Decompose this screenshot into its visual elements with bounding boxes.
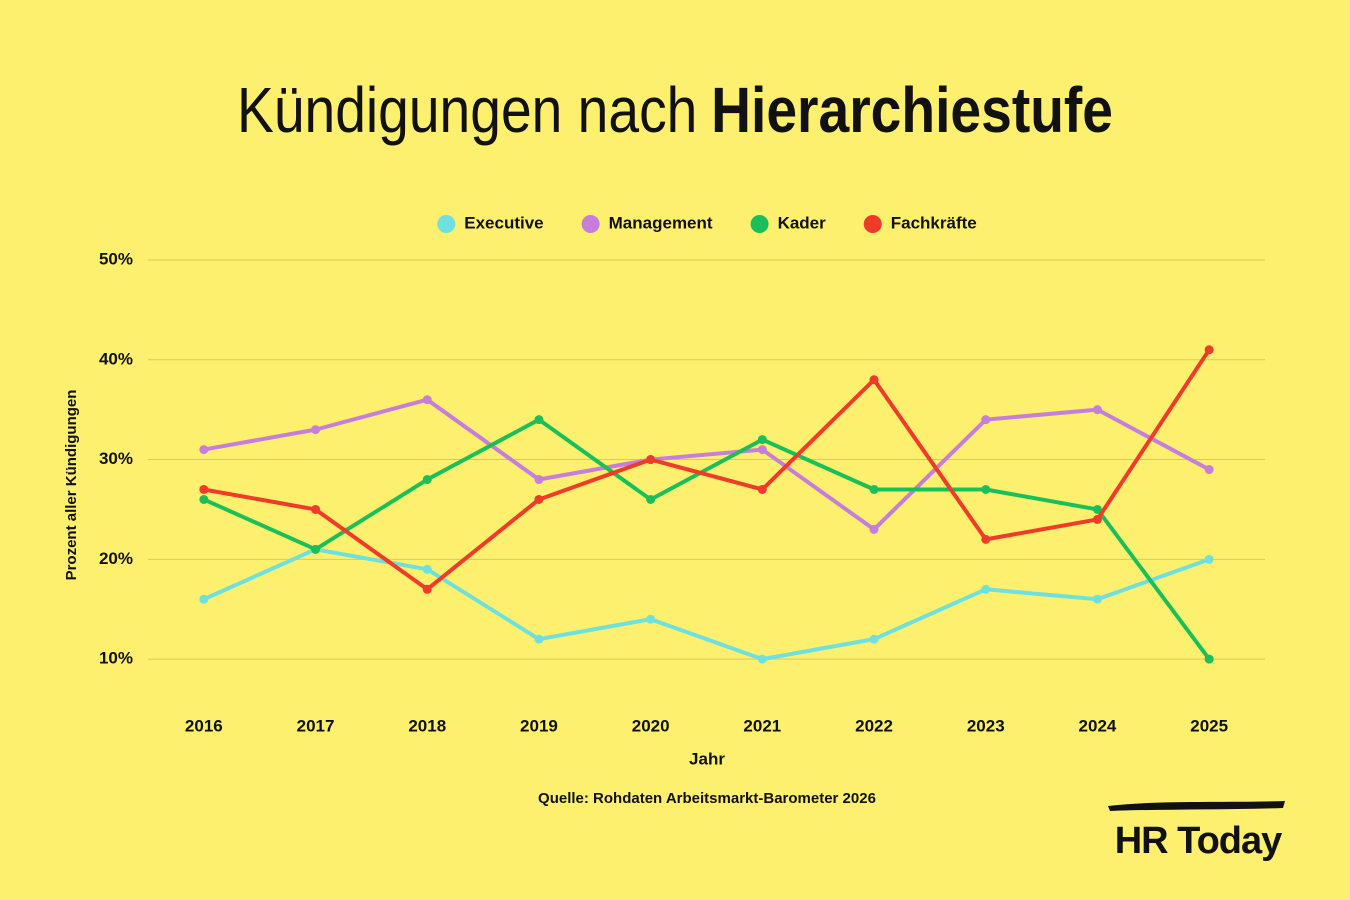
y-tick-label: 30% xyxy=(99,449,133,468)
legend-label: Management xyxy=(609,213,713,232)
legend-marker xyxy=(750,215,769,233)
point xyxy=(199,494,209,504)
legend-marker xyxy=(863,215,882,233)
point xyxy=(869,524,879,534)
x-tick-label: 2018 xyxy=(408,716,446,735)
y-axis-label: Prozent aller Kündigungen xyxy=(63,390,80,581)
legend-marker xyxy=(437,215,456,233)
series-line xyxy=(203,547,1210,662)
x-tick-label: 2022 xyxy=(855,716,893,735)
chart-title: Kündigungen nachHierarchiestufe xyxy=(237,74,1113,146)
point xyxy=(1092,504,1102,514)
point xyxy=(422,395,432,405)
point xyxy=(534,494,544,504)
point xyxy=(869,375,879,385)
point xyxy=(422,564,432,574)
point xyxy=(869,634,879,644)
point xyxy=(311,544,321,554)
x-tick-label: 2019 xyxy=(520,716,558,735)
point xyxy=(869,484,879,494)
y-tick-label: 40% xyxy=(99,349,133,368)
title-bold: Hierarchiestufe xyxy=(711,74,1113,146)
x-tick-label: 2017 xyxy=(297,716,335,735)
point xyxy=(199,445,209,455)
point xyxy=(1204,465,1214,475)
point xyxy=(199,594,209,604)
point xyxy=(534,475,544,485)
point xyxy=(646,494,656,504)
point xyxy=(757,484,767,494)
source: Quelle: Rohdaten Arbeitsmarkt-Barometer … xyxy=(538,790,876,807)
point xyxy=(422,475,432,485)
point xyxy=(646,614,656,624)
legend-marker xyxy=(581,215,600,233)
x-tick-label: 2020 xyxy=(632,716,670,735)
x-tick-label: 2024 xyxy=(1079,716,1117,735)
plot: 10% 20% 30% 40% 50% 2016 2017 2018 2019 2020 2021 2… xyxy=(99,213,1265,735)
point xyxy=(646,455,656,465)
point xyxy=(1204,554,1214,564)
x-axis-label: Jahr xyxy=(689,749,725,768)
series-line xyxy=(203,348,1211,592)
point xyxy=(757,435,767,445)
point xyxy=(422,584,432,594)
point xyxy=(757,654,767,664)
legend-label: Kader xyxy=(778,213,827,232)
point xyxy=(1092,405,1102,415)
point xyxy=(981,415,991,425)
point xyxy=(757,445,767,455)
legend-label: Fachkräfte xyxy=(891,213,977,232)
point xyxy=(199,484,209,494)
point xyxy=(311,425,321,435)
x-tick-label: 2023 xyxy=(967,716,1005,735)
y-tick-label: 50% xyxy=(99,249,133,268)
point xyxy=(981,534,991,544)
y-tick-label: 20% xyxy=(99,549,133,568)
point xyxy=(1092,514,1102,524)
legend-label: Executive xyxy=(464,213,543,232)
point xyxy=(311,504,321,514)
logo-stroke xyxy=(1108,801,1285,811)
point xyxy=(981,584,991,594)
point xyxy=(1092,594,1102,604)
legend: Executive Management Kader Fachkräfte xyxy=(437,213,977,233)
x-tick-label: 2016 xyxy=(185,716,223,735)
point xyxy=(1204,654,1214,664)
title-regular: Kündigungen nach xyxy=(237,74,697,146)
series-line xyxy=(203,397,1211,532)
x-tick-label: 2025 xyxy=(1190,716,1228,735)
logo: HR Today xyxy=(1115,820,1282,862)
point xyxy=(534,415,544,425)
series-line xyxy=(203,417,1211,661)
point xyxy=(1204,345,1214,355)
point xyxy=(981,484,991,494)
point xyxy=(534,634,544,644)
y-tick-label: 10% xyxy=(99,649,133,668)
x-tick-label: 2021 xyxy=(743,716,781,735)
